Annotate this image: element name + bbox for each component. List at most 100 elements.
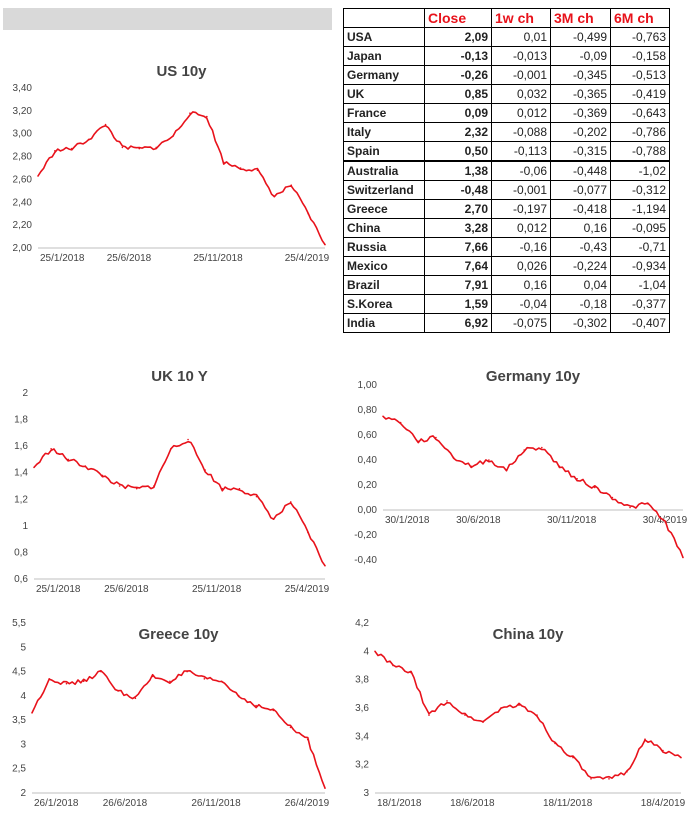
y-tick-label: 3,00 xyxy=(13,129,33,140)
table-row: China 3,28 0,012 0,16 -0,095 xyxy=(343,218,670,238)
data-point xyxy=(289,501,292,503)
change-1w-cell: 0,16 xyxy=(491,275,551,295)
data-point xyxy=(134,697,137,700)
table-row: India 6,92 -0,075 -0,302 -0,407 xyxy=(343,313,670,333)
data-point xyxy=(87,138,90,141)
change-1w-cell: 0,026 xyxy=(491,256,551,276)
change-1w-cell: -0,001 xyxy=(491,180,551,200)
data-point xyxy=(452,456,455,459)
data-point xyxy=(238,487,241,490)
data-point xyxy=(644,738,646,740)
table-row: Italy 2,32 -0,088 -0,202 -0,786 xyxy=(343,122,670,142)
close-cell: 2,70 xyxy=(424,199,492,219)
change-1w-cell: -0,013 xyxy=(491,46,551,66)
data-point xyxy=(482,721,484,723)
y-tick-label: 2,60 xyxy=(13,174,33,185)
data-point xyxy=(169,680,171,683)
change-6m-cell: -0,158 xyxy=(610,46,670,66)
close-cell: 7,64 xyxy=(424,256,492,276)
change-6m-cell: -0,934 xyxy=(610,256,670,276)
header-bar xyxy=(3,8,332,30)
data-point xyxy=(100,670,102,673)
data-point xyxy=(33,466,35,469)
uk-svg: UK 10 Y 0,6 0,8 1 1,2 1,4 1,6 1,8 2 25/1/2018 25/6… xyxy=(14,368,330,595)
change-6m-cell: -0,377 xyxy=(610,294,670,314)
change-3m-cell: -0,499 xyxy=(550,27,611,47)
y-tick-label: 4,2 xyxy=(355,618,369,629)
data-point xyxy=(220,680,223,683)
y-tick-label: -0,20 xyxy=(354,530,377,541)
country-cell: France xyxy=(343,103,425,123)
chart-title: Germany 10y xyxy=(486,368,581,385)
change-3m-cell: 0,04 xyxy=(550,275,611,295)
change-6m-cell: -0,788 xyxy=(610,141,670,162)
country-cell: UK xyxy=(343,84,425,104)
change-6m-cell: -1,02 xyxy=(610,160,670,181)
x-tick-label: 25/1/2018 xyxy=(36,584,81,595)
country-cell: Greece xyxy=(343,199,425,219)
data-point xyxy=(593,486,596,489)
data-point xyxy=(662,749,664,752)
change-3m-cell: -0,077 xyxy=(550,180,611,200)
y-tick-label: 2,40 xyxy=(13,197,33,208)
data-point xyxy=(500,707,502,709)
chart-us: US 10y 2,00 2,20 2,40 2,60 2,80 3,00 3,20 3,40 25… xyxy=(0,50,335,280)
change-3m-cell: -0,09 xyxy=(550,46,611,66)
change-3m-cell: -0,43 xyxy=(550,237,611,257)
close-cell: -0,26 xyxy=(424,65,492,85)
change-6m-cell: -0,513 xyxy=(610,65,670,85)
data-point xyxy=(170,448,172,450)
change-1w-cell: -0,088 xyxy=(491,122,551,142)
header-3m: 3M ch xyxy=(550,8,611,28)
data-point xyxy=(629,506,631,509)
data-point xyxy=(590,778,592,780)
x-tick-label: 30/1/2018 xyxy=(385,515,430,526)
table-body: USA 2,09 0,01 -0,499 -0,763 Japan -0,13 -0,013-… xyxy=(343,27,670,333)
data-point xyxy=(608,778,610,780)
data-point xyxy=(626,770,628,773)
data-point xyxy=(324,243,326,246)
change-6m-cell: -1,04 xyxy=(610,275,670,295)
close-cell: 6,92 xyxy=(424,313,492,333)
data-point xyxy=(54,150,56,152)
country-cell: S.Korea xyxy=(343,294,425,314)
data-point xyxy=(576,477,578,480)
country-cell: Spain xyxy=(343,141,425,162)
data-point xyxy=(307,212,309,215)
change-6m-cell: -0,71 xyxy=(610,237,670,257)
chart-title: US 10y xyxy=(156,63,207,80)
table-row: Japan -0,13 -0,013 -0,09 -0,158 xyxy=(343,46,670,66)
table-row: France 0,09 0,012 -0,369 -0,643 xyxy=(343,103,670,123)
data-point xyxy=(117,690,119,692)
header-country xyxy=(343,8,425,28)
chart-germany: Germany 10y -0,40 -0,20 0,00 0,20 0,40 0,60 0,8… xyxy=(343,355,693,580)
data-point xyxy=(70,147,73,150)
change-3m-cell: -0,302 xyxy=(550,313,611,333)
x-tick-label: 25/6/2018 xyxy=(104,584,149,595)
country-cell: Switzerland xyxy=(343,180,425,200)
x-tick-label: 25/11/2018 xyxy=(192,584,242,595)
change-6m-cell: -0,095 xyxy=(610,218,670,238)
change-3m-cell: -0,224 xyxy=(550,256,611,276)
data-point xyxy=(67,458,70,461)
data-point xyxy=(682,556,684,559)
data-point xyxy=(255,495,258,498)
data-point xyxy=(410,671,412,674)
data-point xyxy=(541,446,543,449)
x-tick-label: 25/4/2019 xyxy=(285,584,330,595)
change-1w-cell: 0,012 xyxy=(491,218,551,238)
table-row: Mexico 7,64 0,026 -0,224 -0,934 xyxy=(343,256,670,276)
country-cell: India xyxy=(343,313,425,333)
data-point xyxy=(31,712,33,714)
data-point xyxy=(470,465,473,468)
change-1w-cell: -0,04 xyxy=(491,294,551,314)
close-cell: 0,85 xyxy=(424,84,492,104)
table-row: Brazil 7,91 0,16 0,04 -1,04 xyxy=(343,275,670,295)
data-point xyxy=(189,112,191,114)
data-point xyxy=(518,704,520,706)
close-cell: 0,50 xyxy=(424,141,492,162)
change-1w-cell: 0,032 xyxy=(491,84,551,104)
data-point xyxy=(399,421,402,424)
data-point xyxy=(50,448,52,450)
chart-title: Greece 10y xyxy=(138,626,219,643)
